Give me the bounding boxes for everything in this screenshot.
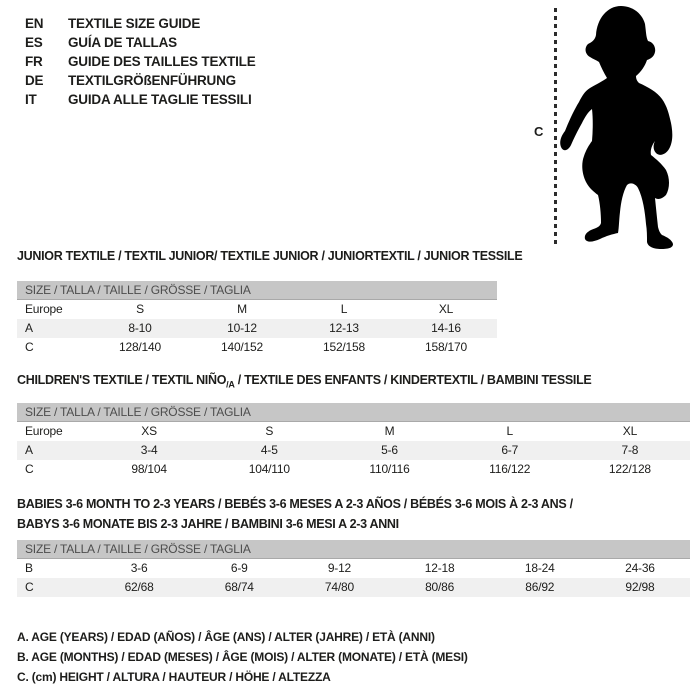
table-cell: 3-4 xyxy=(140,443,158,457)
row-label: B xyxy=(25,561,33,575)
children-size-table: SIZE / TALLA / TAILLE / GRÖSSE / TAGLIA E… xyxy=(17,403,690,479)
measurement-notes: A. AGE (YEARS) / EDAD (AÑOS) / ÂGE (ANS)… xyxy=(17,627,468,687)
table-cell: 9-12 xyxy=(327,561,352,575)
table-cell: 110/116 xyxy=(369,462,410,476)
measurement-figure: C xyxy=(0,0,700,260)
table-cell: XL xyxy=(622,424,638,438)
table-cell: 74/80 xyxy=(324,580,354,594)
language-list: EN TEXTILE SIZE GUIDE ES GUÍA DE TALLAS … xyxy=(25,14,256,109)
language-code: FR xyxy=(25,54,43,69)
table-row: C 128/140 140/152 152/158 158/170 xyxy=(17,338,497,357)
table-cell: 116/122 xyxy=(489,462,531,476)
row-label: Europe xyxy=(25,302,63,316)
language-code: ES xyxy=(25,35,43,50)
table-cell: XS xyxy=(141,424,157,438)
table-cell: S xyxy=(265,424,274,438)
table-cell: 140/152 xyxy=(221,340,263,354)
language-label: GUÍA DE TALLAS xyxy=(68,35,177,50)
table-cell: 18-24 xyxy=(524,561,555,575)
section-title-subscript: /A xyxy=(226,379,235,390)
row-label: Europe xyxy=(25,424,63,438)
language-code: EN xyxy=(25,16,44,31)
baby-silhouette-icon xyxy=(560,6,673,249)
language-label: TEXTILGRÖßENFÜHRUNG xyxy=(68,73,236,88)
row-label: C xyxy=(25,462,34,476)
language-row-de: DE TEXTILGRÖßENFÜHRUNG xyxy=(25,71,256,90)
table-size-header: SIZE / TALLA / TAILLE / GRÖSSE / TAGLIA xyxy=(17,281,497,300)
table-cell: XL xyxy=(438,302,454,316)
row-label: C xyxy=(25,580,34,594)
babies-size-table: SIZE / TALLA / TAILLE / GRÖSSE / TAGLIA B… xyxy=(17,540,690,597)
table-cell: 5-6 xyxy=(381,443,398,457)
table-row: B 3-6 6-9 9-12 12-18 18-24 24-36 xyxy=(17,559,690,578)
language-row-en: EN TEXTILE SIZE GUIDE xyxy=(25,14,256,33)
table-cell: 12-18 xyxy=(424,561,455,575)
table-cell: 24-36 xyxy=(625,561,655,575)
row-label: A xyxy=(25,443,33,457)
section-title-junior: JUNIOR TEXTILE / TEXTIL JUNIOR/ TEXTILE … xyxy=(17,246,523,266)
junior-size-table: SIZE / TALLA / TAILLE / GRÖSSE / TAGLIA E… xyxy=(17,281,497,357)
section-title-line2: BABYS 3-6 MONATE BIS 2-3 JAHRE / BAMBINI… xyxy=(17,517,399,531)
language-row-fr: FR GUIDE DES TAILLES TEXTILE xyxy=(25,52,256,71)
table-cell: 10-12 xyxy=(227,321,257,335)
table-cell: 4-5 xyxy=(260,443,278,457)
table-cell: L xyxy=(340,302,348,316)
row-label: C xyxy=(25,340,34,354)
table-cell: 104/110 xyxy=(248,462,290,476)
table-cell: 68/74 xyxy=(224,580,254,594)
language-row-it: IT GUIDA ALLE TAGLIE TESSILI xyxy=(25,90,256,109)
table-cell: L xyxy=(506,424,513,438)
table-cell: 152/158 xyxy=(323,340,365,354)
section-title-babies: BABIES 3-6 MONTH TO 2-3 YEARS / BEBÉS 3-… xyxy=(17,494,573,534)
height-measure-dashed-line xyxy=(554,8,557,246)
table-size-header: SIZE / TALLA / TAILLE / GRÖSSE / TAGLIA xyxy=(17,540,690,559)
table-cell: 122/128 xyxy=(608,462,651,476)
table-row: Europe XS S M L XL xyxy=(17,422,690,441)
table-size-header: SIZE / TALLA / TAILLE / GRÖSSE / TAGLIA xyxy=(17,403,690,422)
language-code: DE xyxy=(25,73,44,88)
language-label: GUIDA ALLE TAGLIE TESSILI xyxy=(68,92,252,107)
table-cell: 86/92 xyxy=(525,580,555,594)
section-title-text: CHILDREN'S TEXTILE / TEXTIL NIÑO xyxy=(17,373,227,387)
section-title-line1: BABIES 3-6 MONTH TO 2-3 YEARS / BEBÉS 3-… xyxy=(17,497,573,511)
table-cell: 98/104 xyxy=(131,462,167,476)
table-cell: 7-8 xyxy=(621,443,639,457)
measure-c-label: C xyxy=(534,124,544,139)
table-cell: 92/98 xyxy=(625,580,655,594)
language-code: IT xyxy=(25,92,37,107)
table-cell: 12-13 xyxy=(329,321,359,335)
section-title-text: JUNIOR TEXTILE / TEXTIL JUNIOR/ TEXTILE … xyxy=(17,249,523,263)
table-cell: 80/86 xyxy=(425,580,455,594)
table-cell: 3-6 xyxy=(130,561,148,575)
note-b: B. AGE (MONTHS) / EDAD (MESES) / ÂGE (MO… xyxy=(17,650,468,664)
row-label: A xyxy=(25,321,33,335)
language-label: TEXTILE SIZE GUIDE xyxy=(68,16,201,31)
table-row: A 8-10 10-12 12-13 14-16 xyxy=(17,319,497,338)
section-title-text: / TEXTILE DES ENFANTS / KINDERTEXTIL / B… xyxy=(234,373,592,387)
language-label: GUIDE DES TAILLES TEXTILE xyxy=(68,54,256,69)
table-row: C 98/104 104/110 110/116 116/122 122/128 xyxy=(17,460,690,479)
table-row: A 3-4 4-5 5-6 6-7 7-8 xyxy=(17,441,690,460)
table-cell: 62/68 xyxy=(124,580,154,594)
table-cell: M xyxy=(384,424,395,438)
table-row: Europe S M L XL xyxy=(17,300,497,319)
language-row-es: ES GUÍA DE TALLAS xyxy=(25,33,256,52)
table-cell: 6-7 xyxy=(501,443,519,457)
note-c: C. (cm) HEIGHT / ALTURA / HAUTEUR / HÖHE… xyxy=(17,670,331,684)
note-a: A. AGE (YEARS) / EDAD (AÑOS) / ÂGE (ANS)… xyxy=(17,630,435,644)
table-cell: M xyxy=(237,302,247,316)
section-title-children: CHILDREN'S TEXTILE / TEXTIL NIÑO/A / TEX… xyxy=(17,370,592,395)
table-cell: 6-9 xyxy=(230,561,248,575)
table-cell: 128/140 xyxy=(119,340,161,354)
table-cell: 8-10 xyxy=(128,321,152,335)
table-cell: S xyxy=(136,302,144,316)
table-cell: 14-16 xyxy=(431,321,461,335)
table-row: C 62/68 68/74 74/80 80/86 86/92 92/98 xyxy=(17,578,690,597)
table-cell: 158/170 xyxy=(425,340,467,354)
